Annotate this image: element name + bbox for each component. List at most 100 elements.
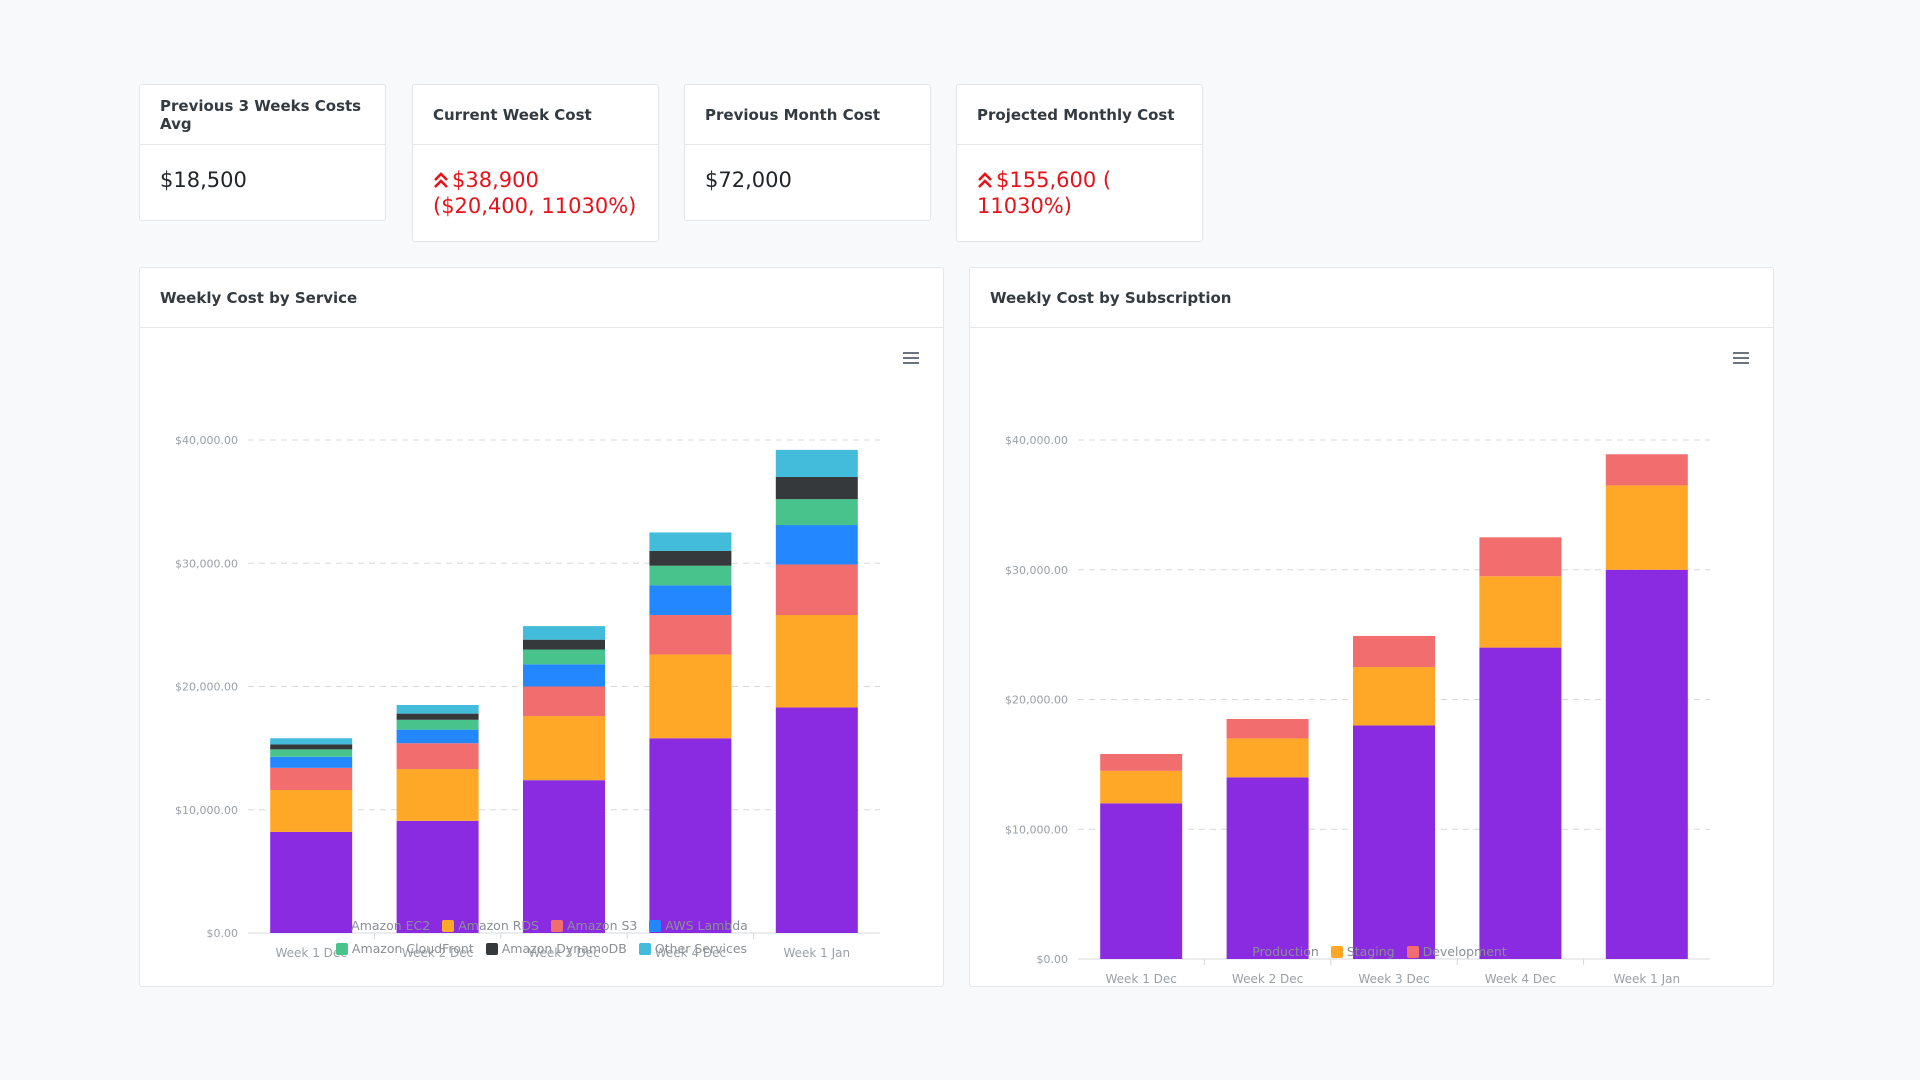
metric-value-row: $155,600 ( 11030%) [977,167,1182,219]
x-tick-label: Week 4 Dec [1485,972,1556,986]
bar-segment[interactable] [1479,576,1562,648]
y-tick-label: $10,000.00 [1005,823,1068,836]
bar-segment[interactable] [1100,753,1183,771]
y-tick-label: $40,000.00 [1005,434,1068,447]
bar-segment[interactable] [775,449,858,477]
bar-segment[interactable] [270,790,353,832]
chart-legend: Amazon EC2 Amazon RDS Amazon S3 AWS Lambda A… [140,918,943,964]
bar-segment[interactable] [1226,718,1309,739]
bar-segment[interactable] [1479,537,1562,577]
bar-segment[interactable] [1353,725,1435,959]
bar-segment[interactable] [270,744,353,750]
bar-segment[interactable] [523,716,605,781]
legend-item[interactable]: Development [1406,944,1507,959]
bar-segment[interactable] [1479,647,1562,959]
bar-segment[interactable] [649,532,732,551]
bar-segment[interactable] [270,749,353,757]
bar-segment[interactable] [775,499,858,526]
chart-menu-icon[interactable] [903,352,919,366]
bar-segment[interactable] [649,738,732,933]
bar-segment[interactable] [270,767,353,791]
x-tick-label: Week 3 Dec [528,946,599,960]
bar-segment[interactable] [523,664,605,687]
chart-subscription-svg: $0.00 $10,000.00 $20,000.00 $30,000.00 $40,0… [1005,434,1710,986]
legend-swatch [442,919,455,932]
x-tick-label: Week 1 Jan [1613,972,1680,986]
bar-segment[interactable] [1353,667,1435,726]
bar-segment[interactable] [523,780,605,933]
x-tick-label: Week 2 Dec [402,946,473,960]
bar-segment[interactable] [1605,569,1688,959]
bar-segment[interactable] [1353,635,1435,668]
legend-item[interactable]: Amazon RDS [442,918,539,933]
bar-segment[interactable] [649,615,732,655]
y-tick-label: $20,000.00 [1005,694,1068,707]
x-tick-label: Week 1 Dec [276,946,347,960]
bar-segment[interactable] [1100,770,1183,804]
double-chevron-up-icon [434,172,448,188]
bar-segment[interactable] [1100,803,1183,959]
legend-label: Amazon RDS [458,918,539,933]
y-tick-label: $0.00 [1037,953,1069,966]
legend-swatch [1406,945,1419,958]
y-tick-label: $10,000.00 [175,804,238,817]
legend-swatch [1236,945,1249,958]
bar-segment[interactable] [775,525,858,565]
bar-segment[interactable] [270,738,353,745]
bar-segment[interactable] [1605,454,1688,486]
bar-segment[interactable] [396,743,479,770]
legend-label: Amazon S3 [566,918,638,933]
bar-segment[interactable] [649,565,732,586]
legend-item[interactable]: Amazon DynamoDB [485,941,627,956]
legend-item[interactable]: Other Services [638,941,747,956]
bar-segment[interactable] [523,639,605,650]
metric-value: $18,500 [160,168,247,192]
bar-segment[interactable] [775,564,858,616]
legend-swatch [335,919,348,932]
legend-item[interactable]: AWS Lambda [649,918,748,933]
legend-label: AWS Lambda [665,918,748,933]
legend-label: Production [1252,944,1319,959]
bar-segment[interactable] [396,769,479,821]
legend-item[interactable]: Production [1236,944,1319,959]
bar-segment[interactable] [649,654,732,739]
legend-item[interactable]: Staging [1330,944,1395,959]
bar-segment[interactable] [523,626,605,640]
bar-segment[interactable] [1605,485,1688,570]
bar-segment[interactable] [649,550,732,566]
bar-segment[interactable] [523,649,605,665]
bar-segment[interactable] [270,756,353,768]
y-tick-label: $40,000.00 [175,434,238,447]
chart-card-by-subscription: Weekly Cost by Subscription $0.00 $10,000… [969,267,1774,987]
metric-card-prev-month: Previous Month Cost $72,000 [684,84,931,221]
metric-label: Projected Monthly Cost [957,85,1202,145]
bar-segment[interactable] [649,585,732,616]
bar-segment[interactable] [1226,738,1309,778]
metric-label: Previous Month Cost [685,85,930,145]
legend-swatch [1330,945,1343,958]
bar-segment[interactable] [775,615,858,708]
bar-segment[interactable] [396,719,479,730]
bar-segment[interactable] [270,831,353,933]
chart-legend: Production Staging Development [970,944,1773,967]
bar-segment[interactable] [523,686,605,717]
bar-segment[interactable] [396,704,479,714]
bar-segment[interactable] [1226,777,1309,959]
legend-item[interactable]: Amazon EC2 [335,918,430,933]
bar-segment[interactable] [396,713,479,720]
bar-segment[interactable] [775,707,858,933]
metric-label: Previous 3 Weeks Costs Avg [140,85,385,145]
legend-item[interactable]: Amazon S3 [550,918,638,933]
chart-menu-icon[interactable] [1733,352,1749,366]
legend-row: Production Staging Development [970,944,1773,959]
bar-segment[interactable] [396,729,479,744]
chart-title: Weekly Cost by Subscription [970,268,1773,328]
y-tick-label: $30,000.00 [175,557,238,570]
bar-segment[interactable] [775,476,858,500]
metric-value: $72,000 [705,168,792,192]
legend-swatch [638,942,651,955]
legend-label: Amazon EC2 [351,918,431,933]
legend-item[interactable]: Amazon CloudFront [335,941,474,956]
bar-segment[interactable] [396,820,479,933]
legend-swatch [485,942,498,955]
